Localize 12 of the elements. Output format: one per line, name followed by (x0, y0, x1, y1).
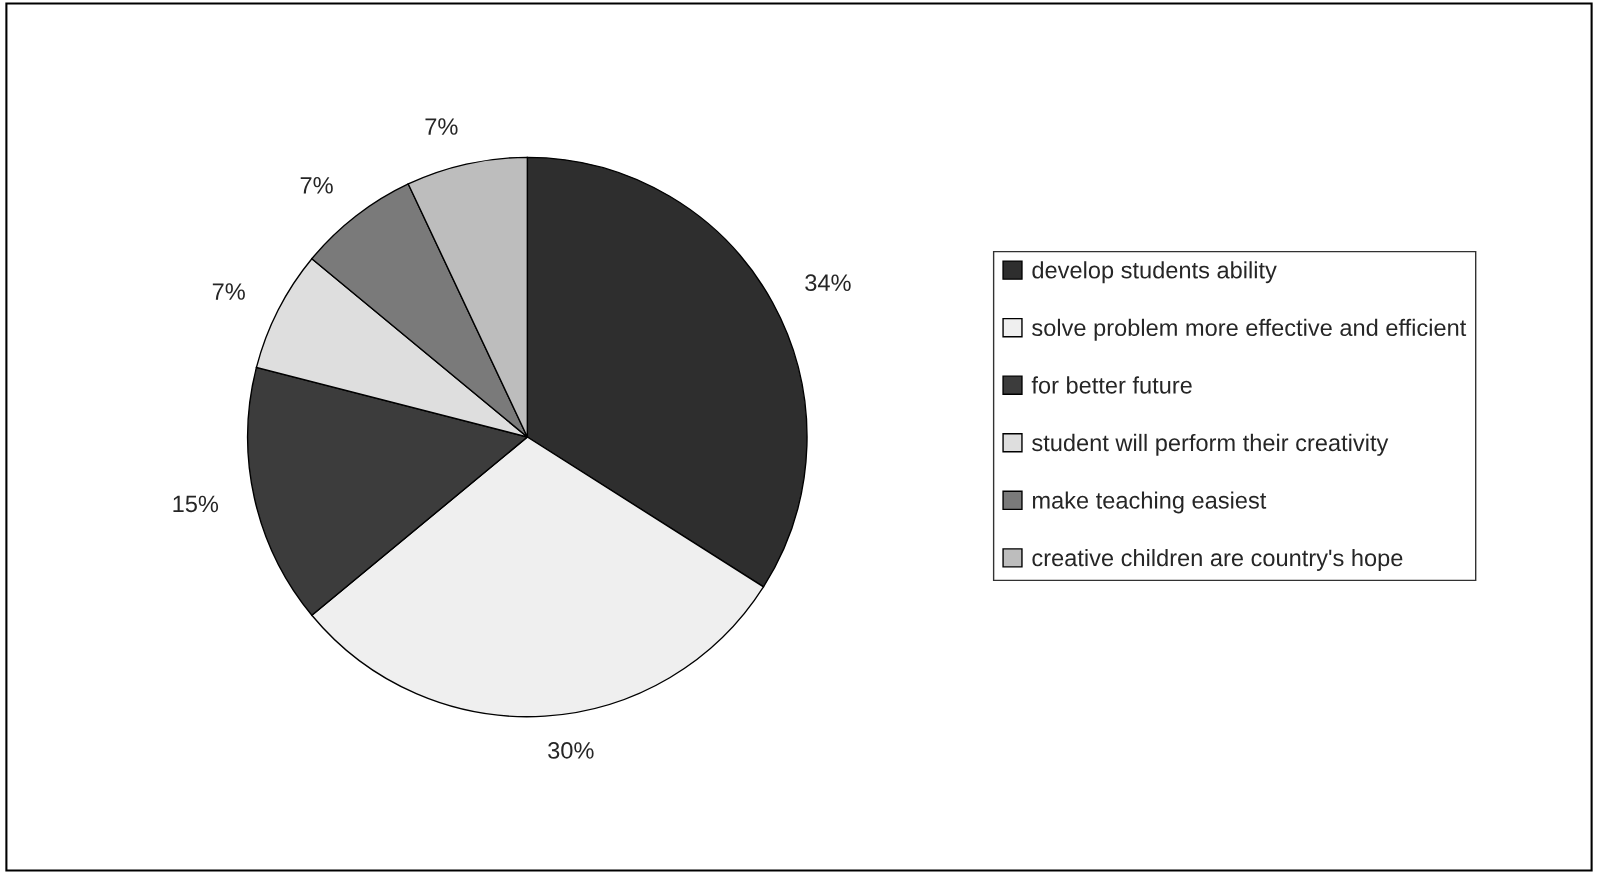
data-label: 7% (300, 177, 333, 194)
data-label: 30% (548, 742, 594, 759)
data-label: 7% (425, 118, 458, 135)
data-label: 15% (173, 495, 219, 513)
legend-label: for better future (1031, 376, 1192, 394)
legend-label: develop students ability (1032, 261, 1277, 284)
legend-label: creative children are country's hope (1032, 548, 1403, 571)
legend-label: make teaching easiest (1032, 491, 1267, 514)
legend-label: student will perform their creativity (1032, 433, 1389, 456)
data-label: 7% (212, 283, 245, 300)
legend-label: solve problem more effective and efficient (1032, 318, 1467, 341)
data-label: 34% (805, 274, 851, 292)
